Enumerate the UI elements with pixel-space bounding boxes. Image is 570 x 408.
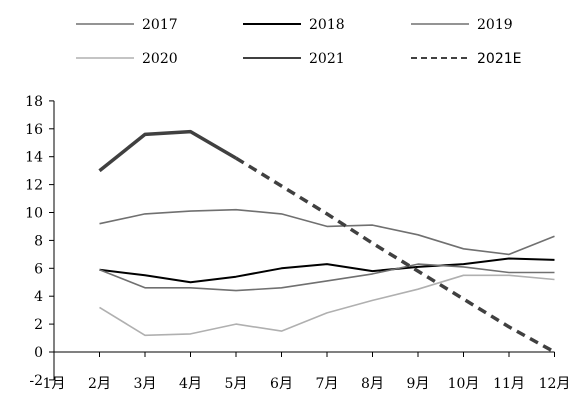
y-tick-label: 18: [25, 94, 43, 110]
legend-label: 2019: [477, 17, 513, 33]
legend-label: 2021: [309, 51, 345, 67]
x-tick-label: 2月: [88, 376, 111, 392]
x-tick-label: 12月: [539, 376, 570, 392]
legend-item-2021: 2021: [243, 51, 345, 67]
series-line-2019: [99, 263, 555, 292]
x-tick-label: 7月: [316, 376, 339, 392]
legend-label: 2020: [142, 51, 178, 67]
series-line-2021: [98, 129, 237, 173]
series-line-2017: [99, 208, 555, 256]
legend-item-2018: 2018: [243, 17, 345, 33]
legend-label: 2018: [309, 17, 345, 33]
series-layer: [98, 129, 556, 354]
x-tick-label: 3月: [134, 376, 157, 392]
legend-item-2021E: 2021E: [411, 51, 521, 67]
y-tick-label: 6: [34, 261, 43, 277]
legend-label: 2021E: [477, 51, 521, 67]
legend-item-2019: 2019: [411, 17, 513, 33]
y-tick-label: 14: [25, 150, 43, 166]
y-tick-label: -2: [29, 373, 43, 389]
y-tick-label: 8: [34, 233, 43, 249]
x-tick-label: 8月: [361, 376, 384, 392]
y-tick-label: 4: [34, 289, 43, 305]
y-tick-label: 0: [34, 345, 43, 361]
y-tick-label: 16: [25, 122, 43, 138]
x-tick-label: 6月: [270, 376, 293, 392]
series-line-2018: [99, 257, 555, 284]
legend-item-2020: 2020: [76, 51, 178, 67]
legend-label: 2017: [142, 17, 178, 33]
x-tick-label: 11月: [493, 376, 525, 392]
x-tick-label: 10月: [448, 376, 480, 392]
series-line-2020: [99, 274, 555, 337]
x-tick-label: 9月: [407, 376, 430, 392]
legend: 2017 2018 2019 2020 2021 2021E: [76, 17, 521, 67]
x-tick-label: 5月: [225, 376, 248, 392]
y-tick-label: 2: [34, 317, 43, 333]
x-tick-label: 4月: [179, 376, 202, 392]
x-tick-label: 1月: [43, 376, 66, 392]
legend-item-2017: 2017: [76, 17, 178, 33]
y-tick-label: 10: [25, 206, 43, 222]
series-line-2021E: [235, 156, 556, 354]
y-tick-label: 12: [25, 178, 43, 194]
axes: -2 0 2 4 6 8 10 12 14 16 18 1月 2月 3月 4月 5月 6月 7月 8月 9月 10月 11…: [25, 94, 570, 392]
